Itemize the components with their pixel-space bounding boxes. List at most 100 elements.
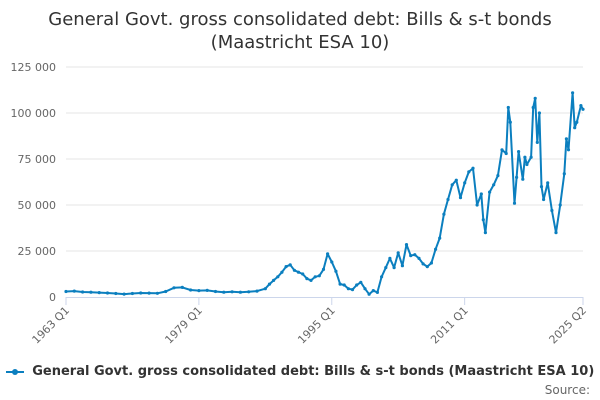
data-point[interactable] [546,181,550,185]
data-point[interactable] [409,254,413,258]
data-point[interactable] [481,218,485,222]
data-point[interactable] [523,155,527,159]
data-point[interactable] [263,287,267,291]
data-point[interactable] [189,288,193,292]
data-point[interactable] [537,111,542,115]
data-point[interactable] [492,183,496,187]
data-point[interactable] [404,243,409,247]
data-point[interactable] [359,280,363,284]
data-point[interactable] [566,148,571,152]
data-point[interactable] [504,151,508,156]
data-point[interactable] [305,277,309,281]
data-point[interactable] [367,292,371,296]
data-point[interactable] [529,155,533,159]
data-point[interactable] [581,107,585,111]
data-point[interactable] [562,172,566,176]
data-point[interactable] [392,266,396,270]
data-point[interactable] [155,291,159,295]
data-point[interactable] [575,120,579,124]
data-point[interactable] [573,126,577,130]
data-point[interactable] [558,203,562,207]
data-point[interactable] [479,192,483,196]
data-point[interactable] [396,251,400,255]
data-point[interactable] [267,282,272,286]
data-point[interactable] [313,275,317,279]
data-point[interactable] [564,137,569,141]
data-point[interactable] [521,177,525,181]
data-point[interactable] [425,265,429,269]
data-point[interactable] [197,289,201,293]
data-point[interactable] [454,178,458,182]
data-point[interactable] [114,291,118,296]
data-point[interactable] [488,190,492,194]
data-point[interactable] [371,289,375,293]
data-point[interactable] [238,290,242,294]
data-point[interactable] [180,285,184,289]
data-point[interactable] [342,283,346,287]
data-point[interactable] [500,148,504,152]
data-point[interactable] [255,289,259,293]
data-point[interactable] [413,253,417,257]
data-point[interactable] [346,287,350,291]
data-point[interactable] [463,181,467,185]
data-point[interactable] [506,105,510,110]
data-point[interactable] [317,274,321,278]
data-point[interactable] [213,289,218,294]
data-point[interactable] [533,96,537,100]
data-point[interactable] [539,185,544,189]
data-point[interactable] [512,201,517,205]
data-point[interactable] [483,231,487,235]
data-point[interactable] [326,252,330,256]
data-point[interactable] [247,290,251,294]
data-point[interactable] [139,291,143,295]
data-point[interactable] [438,236,442,240]
data-point[interactable] [400,264,404,268]
legend[interactable]: General Govt. gross consolidated debt: B… [0,364,600,379]
data-point[interactable] [288,263,292,267]
data-point[interactable] [508,120,512,124]
data-point[interactable] [205,288,209,292]
data-point[interactable] [446,197,450,202]
data-point[interactable] [89,290,93,294]
data-point[interactable] [81,290,85,294]
data-point[interactable] [388,256,392,260]
data-point[interactable] [338,282,342,286]
data-point[interactable] [458,196,463,200]
data-point[interactable] [442,212,446,216]
data-point[interactable] [571,91,575,95]
data-point[interactable] [517,150,521,154]
data-point[interactable] [350,288,355,292]
data-point[interactable] [496,174,500,178]
data-point[interactable] [515,175,519,179]
data-point[interactable] [334,269,338,273]
data-point[interactable] [276,275,280,279]
data-point[interactable] [475,203,479,207]
data-point[interactable] [72,289,76,293]
data-point[interactable] [321,267,326,271]
data-point[interactable] [542,197,546,202]
data-point[interactable] [471,166,475,170]
data-point[interactable] [230,290,234,294]
data-point[interactable] [301,272,305,276]
data-point[interactable] [222,290,226,294]
data-point[interactable] [97,291,101,295]
data-point[interactable] [64,289,68,294]
data-point[interactable] [467,170,471,174]
data-point[interactable] [309,278,313,282]
data-point[interactable] [355,283,359,287]
data-point[interactable] [550,208,554,213]
data-point[interactable] [296,270,301,274]
data-point[interactable] [280,270,284,274]
data-point[interactable] [105,291,110,295]
data-point[interactable] [363,287,367,291]
data-point[interactable] [450,183,454,187]
data-point[interactable] [164,289,168,294]
data-point[interactable] [525,162,529,167]
data-point[interactable] [284,265,288,269]
data-point[interactable] [531,105,535,110]
data-point[interactable] [384,266,388,270]
data-point[interactable] [130,291,134,296]
data-point[interactable] [421,262,425,266]
data-point[interactable] [535,140,539,144]
data-point[interactable] [147,291,151,295]
